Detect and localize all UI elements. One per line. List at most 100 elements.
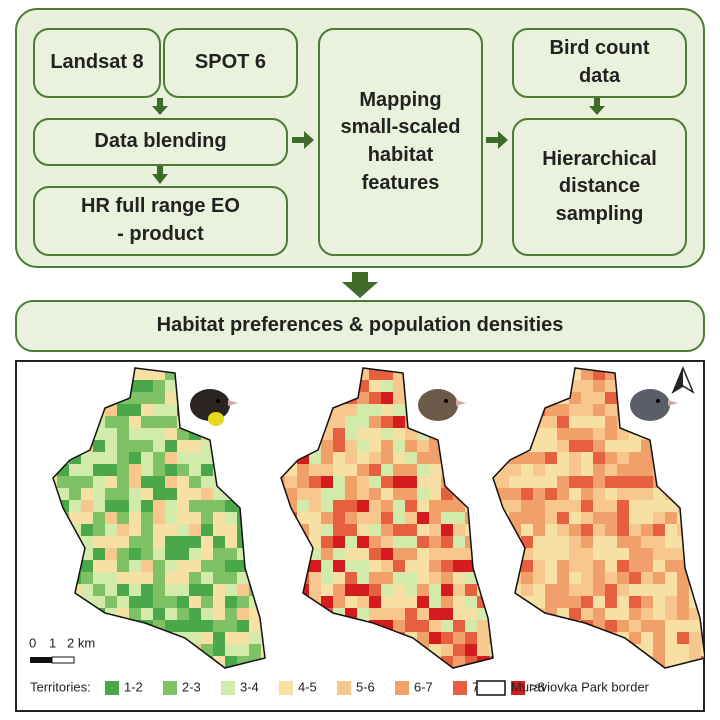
map-cell: [213, 644, 226, 657]
map-cell: [93, 464, 106, 477]
map-cell: [405, 560, 418, 573]
map-cell: [153, 476, 166, 489]
map-cell: [393, 404, 406, 417]
map-cell: [617, 608, 630, 621]
map-cell: [81, 500, 94, 513]
map-cell: [605, 404, 618, 417]
map-cell: [357, 488, 370, 501]
map-cell: [69, 500, 82, 513]
map-cell: [533, 572, 546, 585]
map-cell: [405, 524, 418, 537]
legend-swatch: [395, 681, 409, 695]
map-cell: [117, 548, 130, 561]
map-cell: [617, 596, 630, 609]
map-cell: [117, 512, 130, 525]
map-cell: [533, 440, 546, 453]
map-cell: [201, 500, 214, 513]
map-cell: [309, 524, 322, 537]
map-cell: [189, 452, 202, 465]
map-cell: [225, 536, 238, 549]
map-cell: [165, 380, 178, 393]
map-cell: [141, 608, 154, 621]
map-cell: [333, 428, 346, 441]
map-cell: [165, 524, 178, 537]
map-cell: [581, 452, 594, 465]
map-cell: [453, 632, 466, 645]
bird-beak: [456, 400, 466, 406]
map-cell: [417, 584, 430, 597]
map-cell: [153, 584, 166, 597]
map-cell: [557, 512, 570, 525]
map-cell: [605, 524, 618, 537]
map-cell: [345, 440, 358, 453]
map-cell: [177, 608, 190, 621]
map-cell: [141, 572, 154, 585]
map-cell: [281, 476, 286, 489]
map-cell: [81, 488, 94, 501]
map-cell: [393, 416, 406, 429]
map-cell: [309, 572, 322, 585]
map-cell: [81, 452, 94, 465]
map-cell: [93, 584, 106, 597]
map-cell: [153, 524, 166, 537]
map-cell: [581, 428, 594, 441]
map-cell: [369, 488, 382, 501]
map-cell: [653, 644, 666, 657]
map-cell: [117, 596, 130, 609]
map-cell: [545, 548, 558, 561]
map-cell: [393, 608, 406, 621]
node: Landsat 8: [33, 28, 161, 98]
map-cell: [381, 524, 394, 537]
map-cell: [165, 392, 178, 405]
map-cell: [545, 512, 558, 525]
map-cell: [381, 608, 394, 621]
map-cell: [237, 584, 250, 597]
map-cell: [165, 608, 178, 621]
map-cell: [309, 512, 322, 525]
map-cell: [213, 500, 226, 513]
map-cell: [333, 452, 346, 465]
map-cell: [545, 464, 558, 477]
map-cell: [81, 476, 94, 489]
park-border: [52, 367, 266, 669]
map-cell: [629, 548, 642, 561]
map-cell: [665, 644, 678, 657]
node: HR full range EO - product: [33, 186, 288, 256]
map-cell: [641, 536, 654, 549]
map-cell: [405, 440, 418, 453]
map-cell: [641, 572, 654, 585]
map-cell: [429, 452, 442, 465]
map-cell: [141, 452, 154, 465]
map-cell: [165, 404, 178, 417]
map-cell: [177, 596, 190, 609]
map-cell: [213, 620, 226, 633]
map-cell: [141, 416, 154, 429]
map-cell: [225, 524, 238, 537]
map-cell: [225, 560, 238, 573]
legend-swatch: [279, 681, 293, 695]
map-cell: [189, 488, 202, 501]
map-cell: [345, 596, 358, 609]
map-cell: [441, 536, 454, 549]
map-cell: [141, 440, 154, 453]
map-cell: [213, 632, 226, 645]
map-cell: [653, 524, 666, 537]
map-cell: [629, 488, 642, 501]
map-cell: [129, 428, 142, 441]
map-cell: [357, 500, 370, 513]
map-cell: [321, 584, 334, 597]
map-cell: [345, 416, 358, 429]
map-cell: [429, 560, 442, 573]
map-cell: [417, 476, 430, 489]
map-cell: [369, 584, 382, 597]
map-cell: [593, 596, 606, 609]
map-cell: [165, 428, 178, 441]
map-cell: [429, 500, 442, 513]
map-cell: [405, 512, 418, 525]
map-cell: [593, 452, 606, 465]
map-cell: [81, 464, 94, 477]
map-cell: [81, 512, 94, 525]
map-cell: [441, 572, 454, 585]
park-border: [280, 367, 494, 669]
map-cell: [189, 500, 202, 513]
